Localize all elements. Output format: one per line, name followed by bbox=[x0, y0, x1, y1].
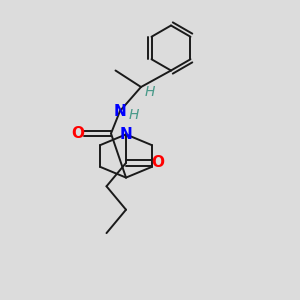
Text: O: O bbox=[71, 126, 84, 141]
Text: N: N bbox=[114, 103, 126, 118]
Text: N: N bbox=[120, 127, 132, 142]
Text: H: H bbox=[144, 85, 154, 99]
Text: O: O bbox=[152, 155, 165, 170]
Text: H: H bbox=[128, 108, 139, 122]
